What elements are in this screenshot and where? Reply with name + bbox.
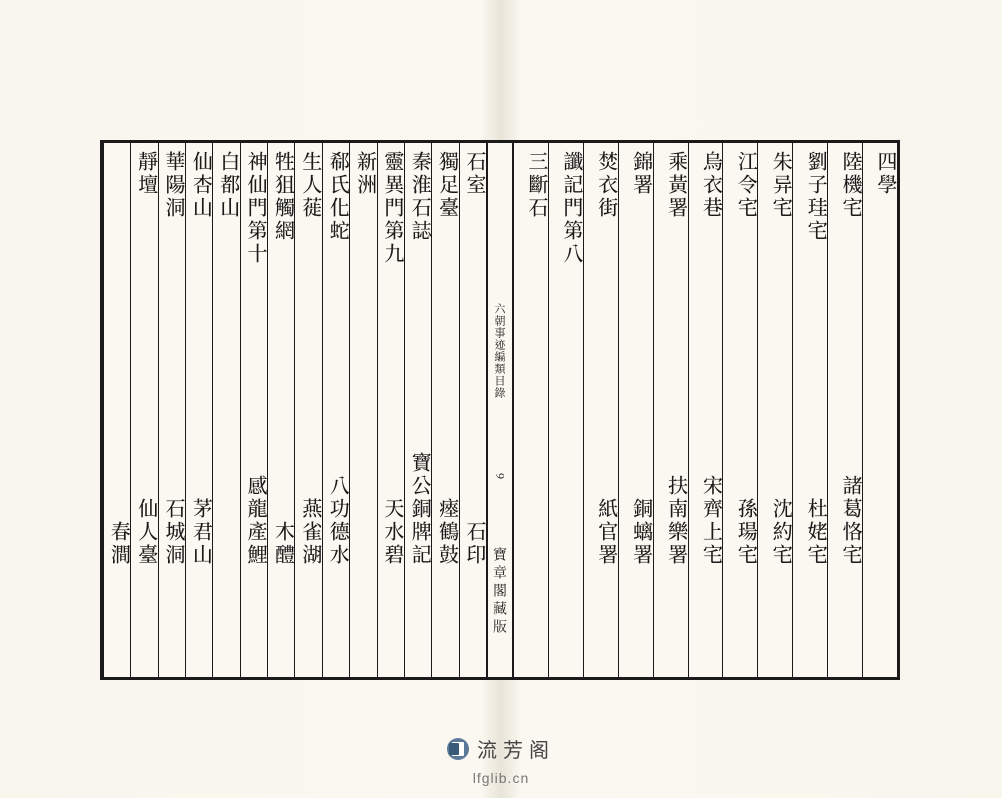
entry-top: 讖記門第八	[549, 151, 583, 266]
entry-top: 江令宅	[723, 151, 757, 220]
left-page: 石室 石印 獨足臺 瘞鶴鼓 秦淮石誌 寶公銅牌記 靈異門第九 天水碧 新洲 郗氏…	[103, 143, 486, 677]
right-page: 四學 陸機宅 諸葛恪宅 劉子珪宅 杜姥宅 朱异宅 沈約宅 江令宅 孫瑒宅 烏衣巷…	[514, 143, 897, 677]
entry-top: 劉子珪宅	[793, 151, 827, 243]
column: 四學	[862, 143, 897, 677]
watermark-url: lfglib.cn	[473, 770, 529, 786]
entry-bottom: 春澗	[104, 521, 130, 567]
column: 秦淮石誌 寶公銅牌記	[404, 143, 431, 677]
entry-top: 神仙門第十	[241, 151, 267, 266]
watermark: 流芳阁	[447, 734, 555, 763]
column: 錦署 銅螭署	[618, 143, 653, 677]
column: 靈異門第九 天水碧	[377, 143, 404, 677]
column: 牲狙觸網 木醴	[267, 143, 294, 677]
entry-top: 錦署	[619, 151, 653, 197]
column: 朱异宅 沈約宅	[757, 143, 792, 677]
column: 三斷石	[514, 143, 548, 677]
entry-top: 靈異門第九	[378, 151, 404, 266]
column: 烏衣巷 宋齊上宅	[688, 143, 723, 677]
entry-bottom: 杜姥宅	[793, 498, 827, 567]
column: 白都山	[212, 143, 239, 677]
entry-bottom: 沈約宅	[758, 498, 792, 567]
entry-top: 陸機宅	[828, 151, 862, 220]
center-page-number: 9	[492, 473, 508, 479]
center-title: 六朝事迹編類目錄	[492, 303, 508, 399]
column: 郗氏化蛇 八功德水	[322, 143, 349, 677]
column: 焚衣街 紙官署	[583, 143, 618, 677]
entry-top: 乘黃署	[654, 151, 688, 220]
entry-top: 三斷石	[514, 151, 548, 220]
column: 陸機宅 諸葛恪宅	[827, 143, 862, 677]
column: 仙杏山 茅君山	[185, 143, 212, 677]
entry-bottom: 宋齊上宅	[689, 475, 723, 567]
entry-bottom: 石印	[460, 521, 486, 567]
entry-bottom: 感龍產鯉	[241, 475, 267, 567]
entry-top: 焚衣街	[584, 151, 618, 220]
entry-top: 牲狙觸網	[268, 151, 294, 243]
column: 乘黃署 扶南樂署	[653, 143, 688, 677]
entry-bottom: 八功德水	[323, 475, 349, 567]
column: 生人蓰 燕雀湖	[294, 143, 321, 677]
entry-bottom: 仙人臺	[131, 498, 157, 567]
book-spread: 四學 陸機宅 諸葛恪宅 劉子珪宅 杜姥宅 朱异宅 沈約宅 江令宅 孫瑒宅 烏衣巷…	[100, 140, 900, 680]
entry-bottom: 諸葛恪宅	[828, 475, 862, 567]
entry-top: 烏衣巷	[689, 151, 723, 220]
column: 春澗	[103, 143, 130, 677]
entry-top: 新洲	[350, 151, 376, 197]
column: 新洲	[349, 143, 376, 677]
entry-top: 白都山	[213, 151, 239, 220]
book-icon	[452, 742, 464, 756]
watermark-text: 流芳阁	[477, 734, 555, 763]
column: 劉子珪宅 杜姥宅	[792, 143, 827, 677]
column: 華陽洞 石城洞	[158, 143, 185, 677]
entry-top: 郗氏化蛇	[323, 151, 349, 243]
entry-bottom: 扶南樂署	[654, 475, 688, 567]
entry-top: 華陽洞	[159, 151, 185, 220]
column: 石室 石印	[459, 143, 486, 677]
column: 神仙門第十 感龍產鯉	[240, 143, 267, 677]
entry-bottom: 寶公銅牌記	[405, 452, 431, 567]
column: 靜壇 仙人臺	[130, 143, 157, 677]
entry-bottom: 瘞鶴鼓	[432, 498, 458, 567]
column: 江令宅 孫瑒宅	[722, 143, 757, 677]
entry-top: 朱异宅	[758, 151, 792, 220]
watermark-icon	[447, 738, 469, 760]
entry-bottom: 茅君山	[186, 498, 212, 567]
entry-bottom: 燕雀湖	[295, 498, 321, 567]
entry-top: 四學	[863, 151, 897, 197]
entry-top: 秦淮石誌	[405, 151, 431, 243]
edition-label: 寶章閣藏版	[490, 547, 510, 637]
entry-bottom: 紙官署	[584, 498, 618, 567]
entry-bottom: 孫瑒宅	[723, 498, 757, 567]
column: 獨足臺 瘞鶴鼓	[431, 143, 458, 677]
column: 讖記門第八	[548, 143, 583, 677]
entry-bottom: 石城洞	[159, 498, 185, 567]
entry-top: 靜壇	[131, 151, 157, 197]
entry-bottom: 木醴	[268, 521, 294, 567]
entry-top: 生人蓰	[295, 151, 321, 220]
entry-top: 仙杏山	[186, 151, 212, 220]
entry-top: 石室	[460, 151, 486, 197]
entry-bottom: 天水碧	[378, 498, 404, 567]
entry-bottom: 銅螭署	[619, 498, 653, 567]
entry-top: 獨足臺	[432, 151, 458, 220]
